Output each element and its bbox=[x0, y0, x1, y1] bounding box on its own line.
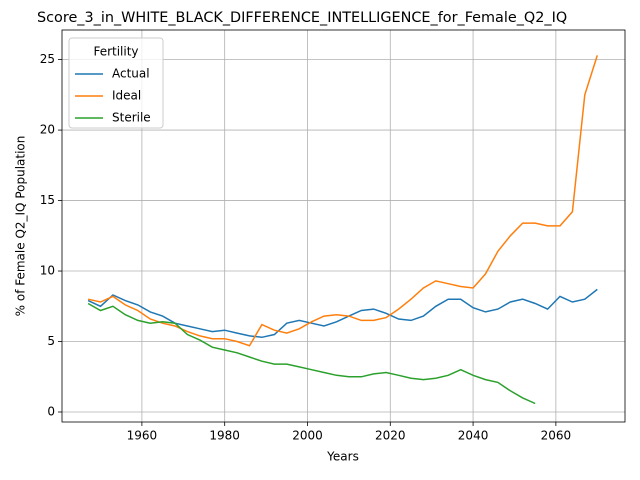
data-line bbox=[87, 288, 598, 339]
legend-label: Sterile bbox=[112, 111, 151, 125]
legend-box bbox=[68, 37, 164, 129]
y-tick-label: 15 bbox=[40, 193, 55, 207]
legend: Fertility Actual Ideal Sterile bbox=[68, 37, 164, 129]
legend-title: Fertility bbox=[93, 45, 138, 59]
x-tick-label: 1960 bbox=[127, 429, 158, 443]
x-tick-label: 2020 bbox=[375, 429, 406, 443]
data-line bbox=[87, 302, 536, 405]
x-tick-label: 2000 bbox=[292, 429, 323, 443]
x-tick-label: 1980 bbox=[209, 429, 240, 443]
y-tick-label: 20 bbox=[40, 123, 55, 137]
plot-frame bbox=[61, 29, 626, 423]
legend-label: Ideal bbox=[112, 89, 141, 103]
x-tick-label: 2060 bbox=[541, 429, 572, 443]
x-tick-label: 2040 bbox=[458, 429, 489, 443]
y-tick-label: 10 bbox=[40, 264, 55, 278]
y-tick-label: 0 bbox=[47, 404, 55, 418]
chart-title: Score_3_in_WHITE_BLACK_DIFFERENCE_INTELL… bbox=[37, 10, 567, 26]
y-tick-label: 5 bbox=[47, 334, 55, 348]
legend-label: Actual bbox=[112, 67, 150, 81]
y-axis-label: % of Female Q2_IQ Population bbox=[14, 136, 28, 317]
data-line bbox=[87, 55, 599, 347]
x-axis-label: Years bbox=[326, 450, 359, 464]
y-tick-label: 25 bbox=[40, 52, 55, 66]
